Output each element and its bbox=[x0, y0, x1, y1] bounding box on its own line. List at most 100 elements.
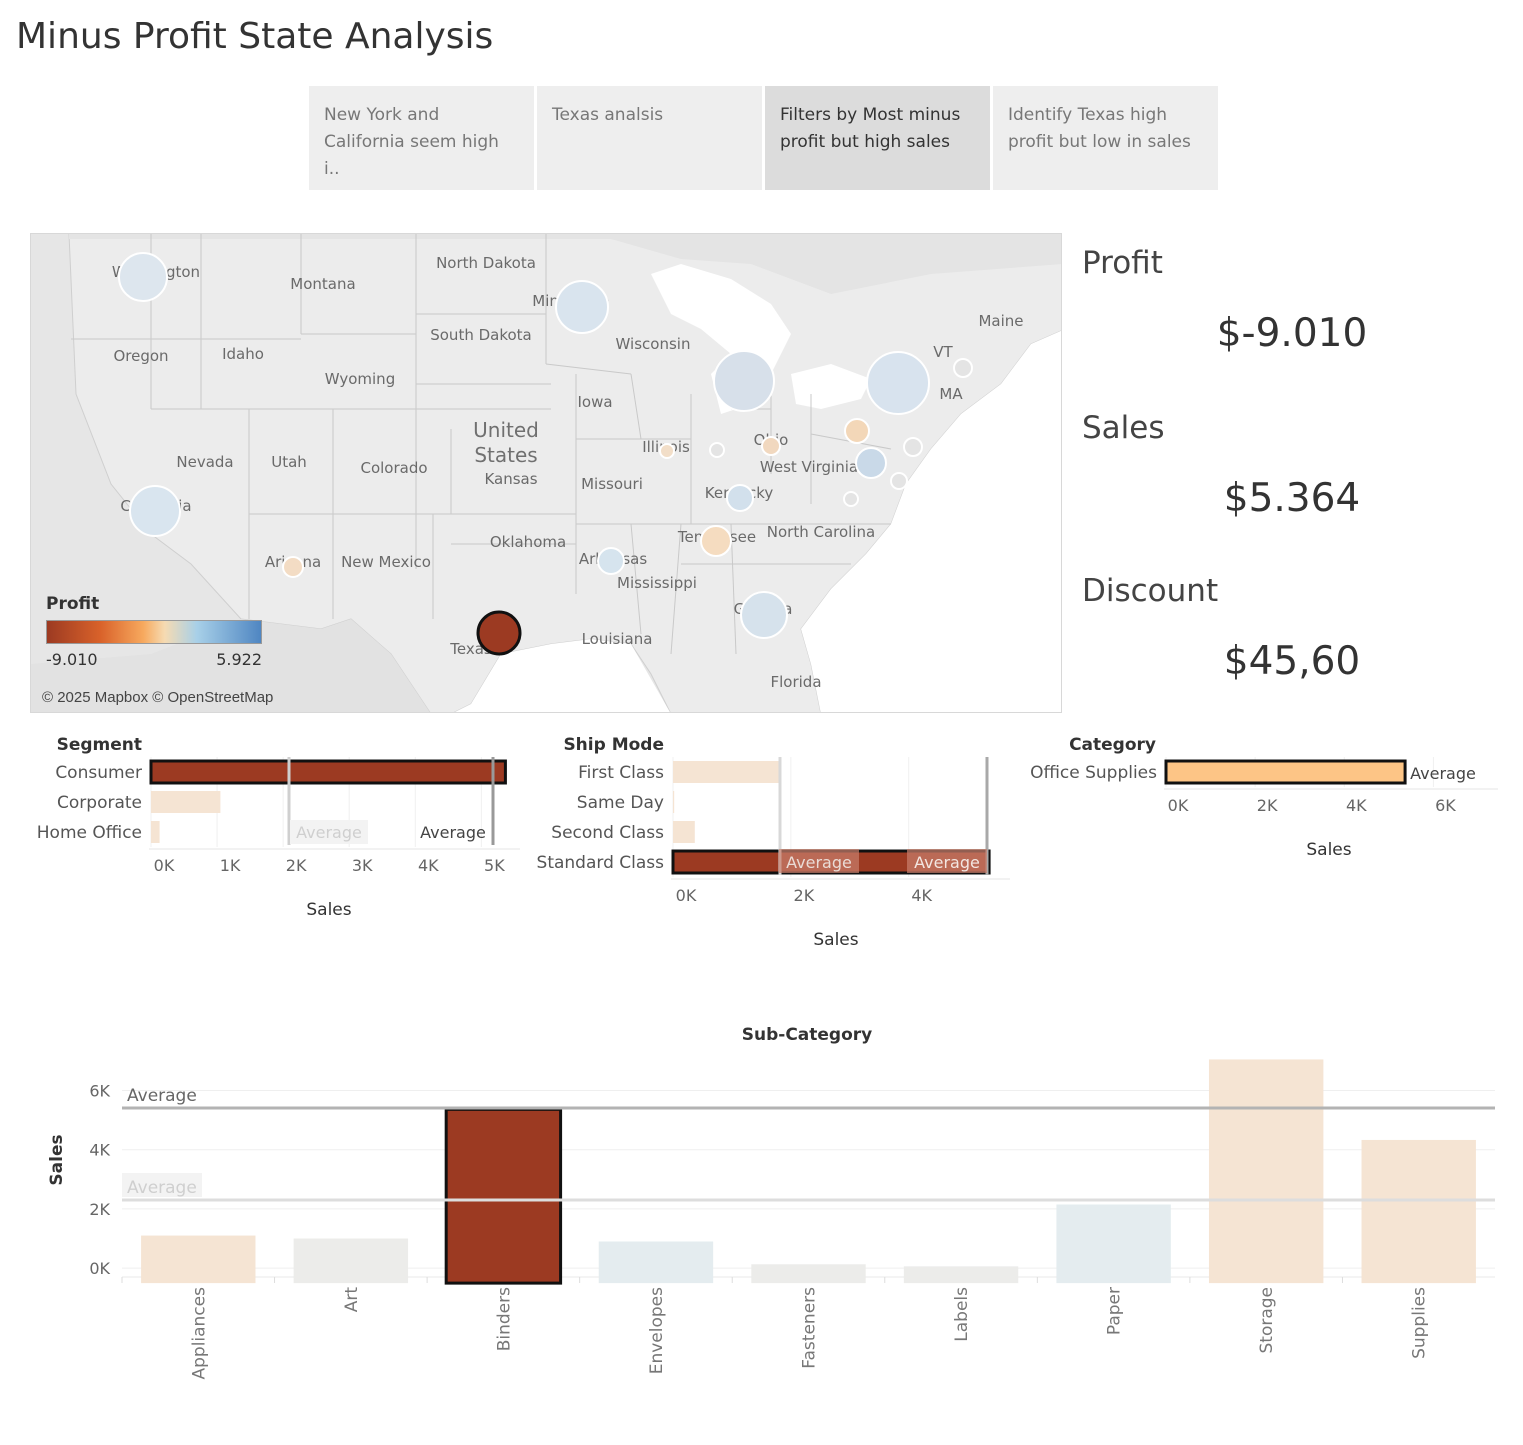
sub-category-label: Paper bbox=[1105, 1287, 1125, 1335]
state-circle-new-york[interactable] bbox=[866, 351, 930, 415]
ship-mode-chart-title: Ship Mode bbox=[563, 735, 664, 755]
legend-max: 5.922 bbox=[216, 650, 262, 669]
state-circle-michigan[interactable] bbox=[713, 350, 775, 412]
state-label-vt: VT bbox=[933, 343, 953, 361]
sub-bar[interactable] bbox=[141, 1235, 256, 1284]
ship-tick-label: 2K bbox=[794, 886, 815, 905]
story-point-1[interactable]: New York and California seem high i.. bbox=[309, 86, 534, 190]
segment-chart[interactable]: Segment Consumer Corporate Home Office 0K 1… bbox=[0, 725, 520, 925]
sub-bar[interactable] bbox=[1208, 1059, 1324, 1284]
sub-bar[interactable] bbox=[598, 1241, 714, 1284]
story-point-4[interactable]: Identify Texas high profit but low in sa… bbox=[993, 86, 1218, 190]
sub-bar[interactable] bbox=[1361, 1139, 1476, 1284]
cat-tick-label: 6K bbox=[1435, 796, 1456, 815]
state-label-north-dakota: North Dakota bbox=[436, 254, 536, 272]
seg-tick-label: 5K bbox=[484, 856, 505, 875]
seg-category-label: Home Office bbox=[37, 823, 142, 843]
sub-bar[interactable] bbox=[903, 1266, 1019, 1284]
sub-category-chart[interactable]: Sub-Category Sales Appliances Art Binders E… bbox=[0, 1015, 1523, 1415]
ship-bar[interactable] bbox=[673, 791, 675, 813]
sub-tick-label: 6K bbox=[89, 1082, 110, 1101]
state-label-north-carolina: North Carolina bbox=[767, 523, 875, 541]
segment-reference-label-2: Average bbox=[420, 823, 486, 842]
ship-reference-label-2: Average bbox=[914, 853, 980, 872]
state-label-florida: Florida bbox=[770, 673, 821, 691]
ship-reference-label-1: Average bbox=[786, 853, 852, 872]
sub-category-label: Envelopes bbox=[647, 1287, 667, 1374]
ship-bar[interactable] bbox=[673, 821, 695, 843]
state-circle-georgia[interactable] bbox=[740, 591, 788, 639]
kpi-discount-value: $45,60 bbox=[1223, 639, 1361, 684]
legend-color-ramp bbox=[46, 620, 262, 644]
map-attribution[interactable]: © 2025 Mapbox © OpenStreetMap bbox=[42, 689, 274, 706]
map-overlay: Washington Montana North Dakota Minnesot… bbox=[112, 252, 1024, 691]
sub-bar[interactable] bbox=[1056, 1204, 1171, 1284]
sub-bar[interactable] bbox=[751, 1264, 866, 1284]
story-point-2[interactable]: Texas analsis bbox=[537, 86, 762, 190]
ship-mode-chart[interactable]: Ship Mode First Class Same Day Second Clas… bbox=[520, 725, 1010, 955]
seg-bar[interactable] bbox=[149, 759, 507, 785]
ship-bar[interactable] bbox=[673, 761, 780, 783]
kpi-profit-value: $-9.010 bbox=[1216, 311, 1368, 356]
state-label-colorado: Colorado bbox=[360, 459, 427, 477]
state-circle-california[interactable] bbox=[129, 485, 181, 537]
category-chart-title: Category bbox=[1069, 735, 1156, 755]
state-circle-indiana[interactable] bbox=[709, 442, 725, 458]
sub-tick-label: 2K bbox=[89, 1200, 110, 1219]
state-circle-kentucky[interactable] bbox=[726, 484, 754, 512]
state-circle-washington[interactable] bbox=[118, 252, 168, 302]
sub-bar[interactable] bbox=[444, 1107, 563, 1285]
sub-category-label: Art bbox=[342, 1287, 362, 1313]
sub-bar[interactable] bbox=[293, 1238, 409, 1284]
legend-min: -9.010 bbox=[46, 650, 98, 669]
category-chart[interactable]: Category Office Supplies 0K 2K 4K 6K Averag… bbox=[1010, 725, 1510, 865]
state-circle-tennessee[interactable] bbox=[700, 525, 732, 557]
state-label-south-dakota: South Dakota bbox=[430, 326, 532, 344]
segment-chart-title: Segment bbox=[57, 735, 142, 755]
state-label-wisconsin: Wisconsin bbox=[616, 335, 691, 353]
state-circle-vermont[interactable] bbox=[953, 358, 973, 378]
sub-category-chart-title: Sub-Category bbox=[742, 1025, 873, 1045]
ship-category-label: Same Day bbox=[577, 793, 664, 813]
ship-tick-label: 0K bbox=[676, 886, 697, 905]
sub-tick-label: 0K bbox=[89, 1259, 110, 1278]
country-label-line1: United bbox=[473, 418, 539, 442]
state-label-nevada: Nevada bbox=[176, 453, 233, 471]
story-navigator: New York and California seem high i.. Te… bbox=[309, 86, 1221, 190]
state-circle-north-carolina[interactable] bbox=[843, 491, 859, 507]
state-circle-delaware[interactable] bbox=[890, 472, 908, 490]
seg-tick-label: 1K bbox=[220, 856, 241, 875]
state-circle-ohio[interactable] bbox=[761, 436, 781, 456]
state-circle-texas-selected[interactable] bbox=[476, 610, 522, 656]
cat-bar[interactable] bbox=[1164, 759, 1407, 785]
country-label-line2: States bbox=[474, 443, 537, 467]
cat-category-label: Office Supplies bbox=[1030, 763, 1157, 783]
kpi-profit: Profit $-9.010 bbox=[1082, 245, 1502, 356]
seg-bar[interactable] bbox=[151, 791, 221, 813]
state-circle-illinois[interactable] bbox=[659, 443, 675, 459]
seg-bar[interactable] bbox=[151, 821, 160, 843]
sub-category-label: Storage bbox=[1257, 1287, 1277, 1354]
state-circle-virginia[interactable] bbox=[855, 447, 887, 479]
state-circle-pennsylvania[interactable] bbox=[844, 418, 870, 444]
state-circle-arkansas[interactable] bbox=[597, 547, 625, 575]
state-label-new-mexico: New Mexico bbox=[341, 553, 431, 571]
segment-reference-label-1: Average bbox=[296, 823, 362, 842]
ship-tick-label: 4K bbox=[911, 886, 932, 905]
ship-category-label: Second Class bbox=[551, 823, 664, 843]
kpi-discount-label: Discount bbox=[1082, 573, 1219, 609]
segment-axis-label: Sales bbox=[306, 900, 351, 920]
kpi-sales: Sales $5.364 bbox=[1082, 410, 1502, 521]
story-point-3[interactable]: Filters by Most minus profit but high sa… bbox=[765, 86, 990, 190]
cat-tick-label: 2K bbox=[1257, 796, 1278, 815]
sub-reference-label-2: Average bbox=[127, 1178, 197, 1198]
state-circle-new-jersey[interactable] bbox=[903, 437, 923, 457]
sub-category-label: Labels bbox=[952, 1287, 972, 1342]
kpi-sales-label: Sales bbox=[1082, 410, 1165, 446]
state-label-oregon: Oregon bbox=[113, 347, 168, 365]
state-label-louisiana: Louisiana bbox=[582, 630, 653, 648]
state-circle-minnesota[interactable] bbox=[555, 280, 609, 334]
category-reference-label: Average bbox=[1410, 764, 1476, 783]
state-label-west-virginia: West Virginia bbox=[760, 458, 858, 476]
state-circle-arizona[interactable] bbox=[282, 556, 304, 578]
